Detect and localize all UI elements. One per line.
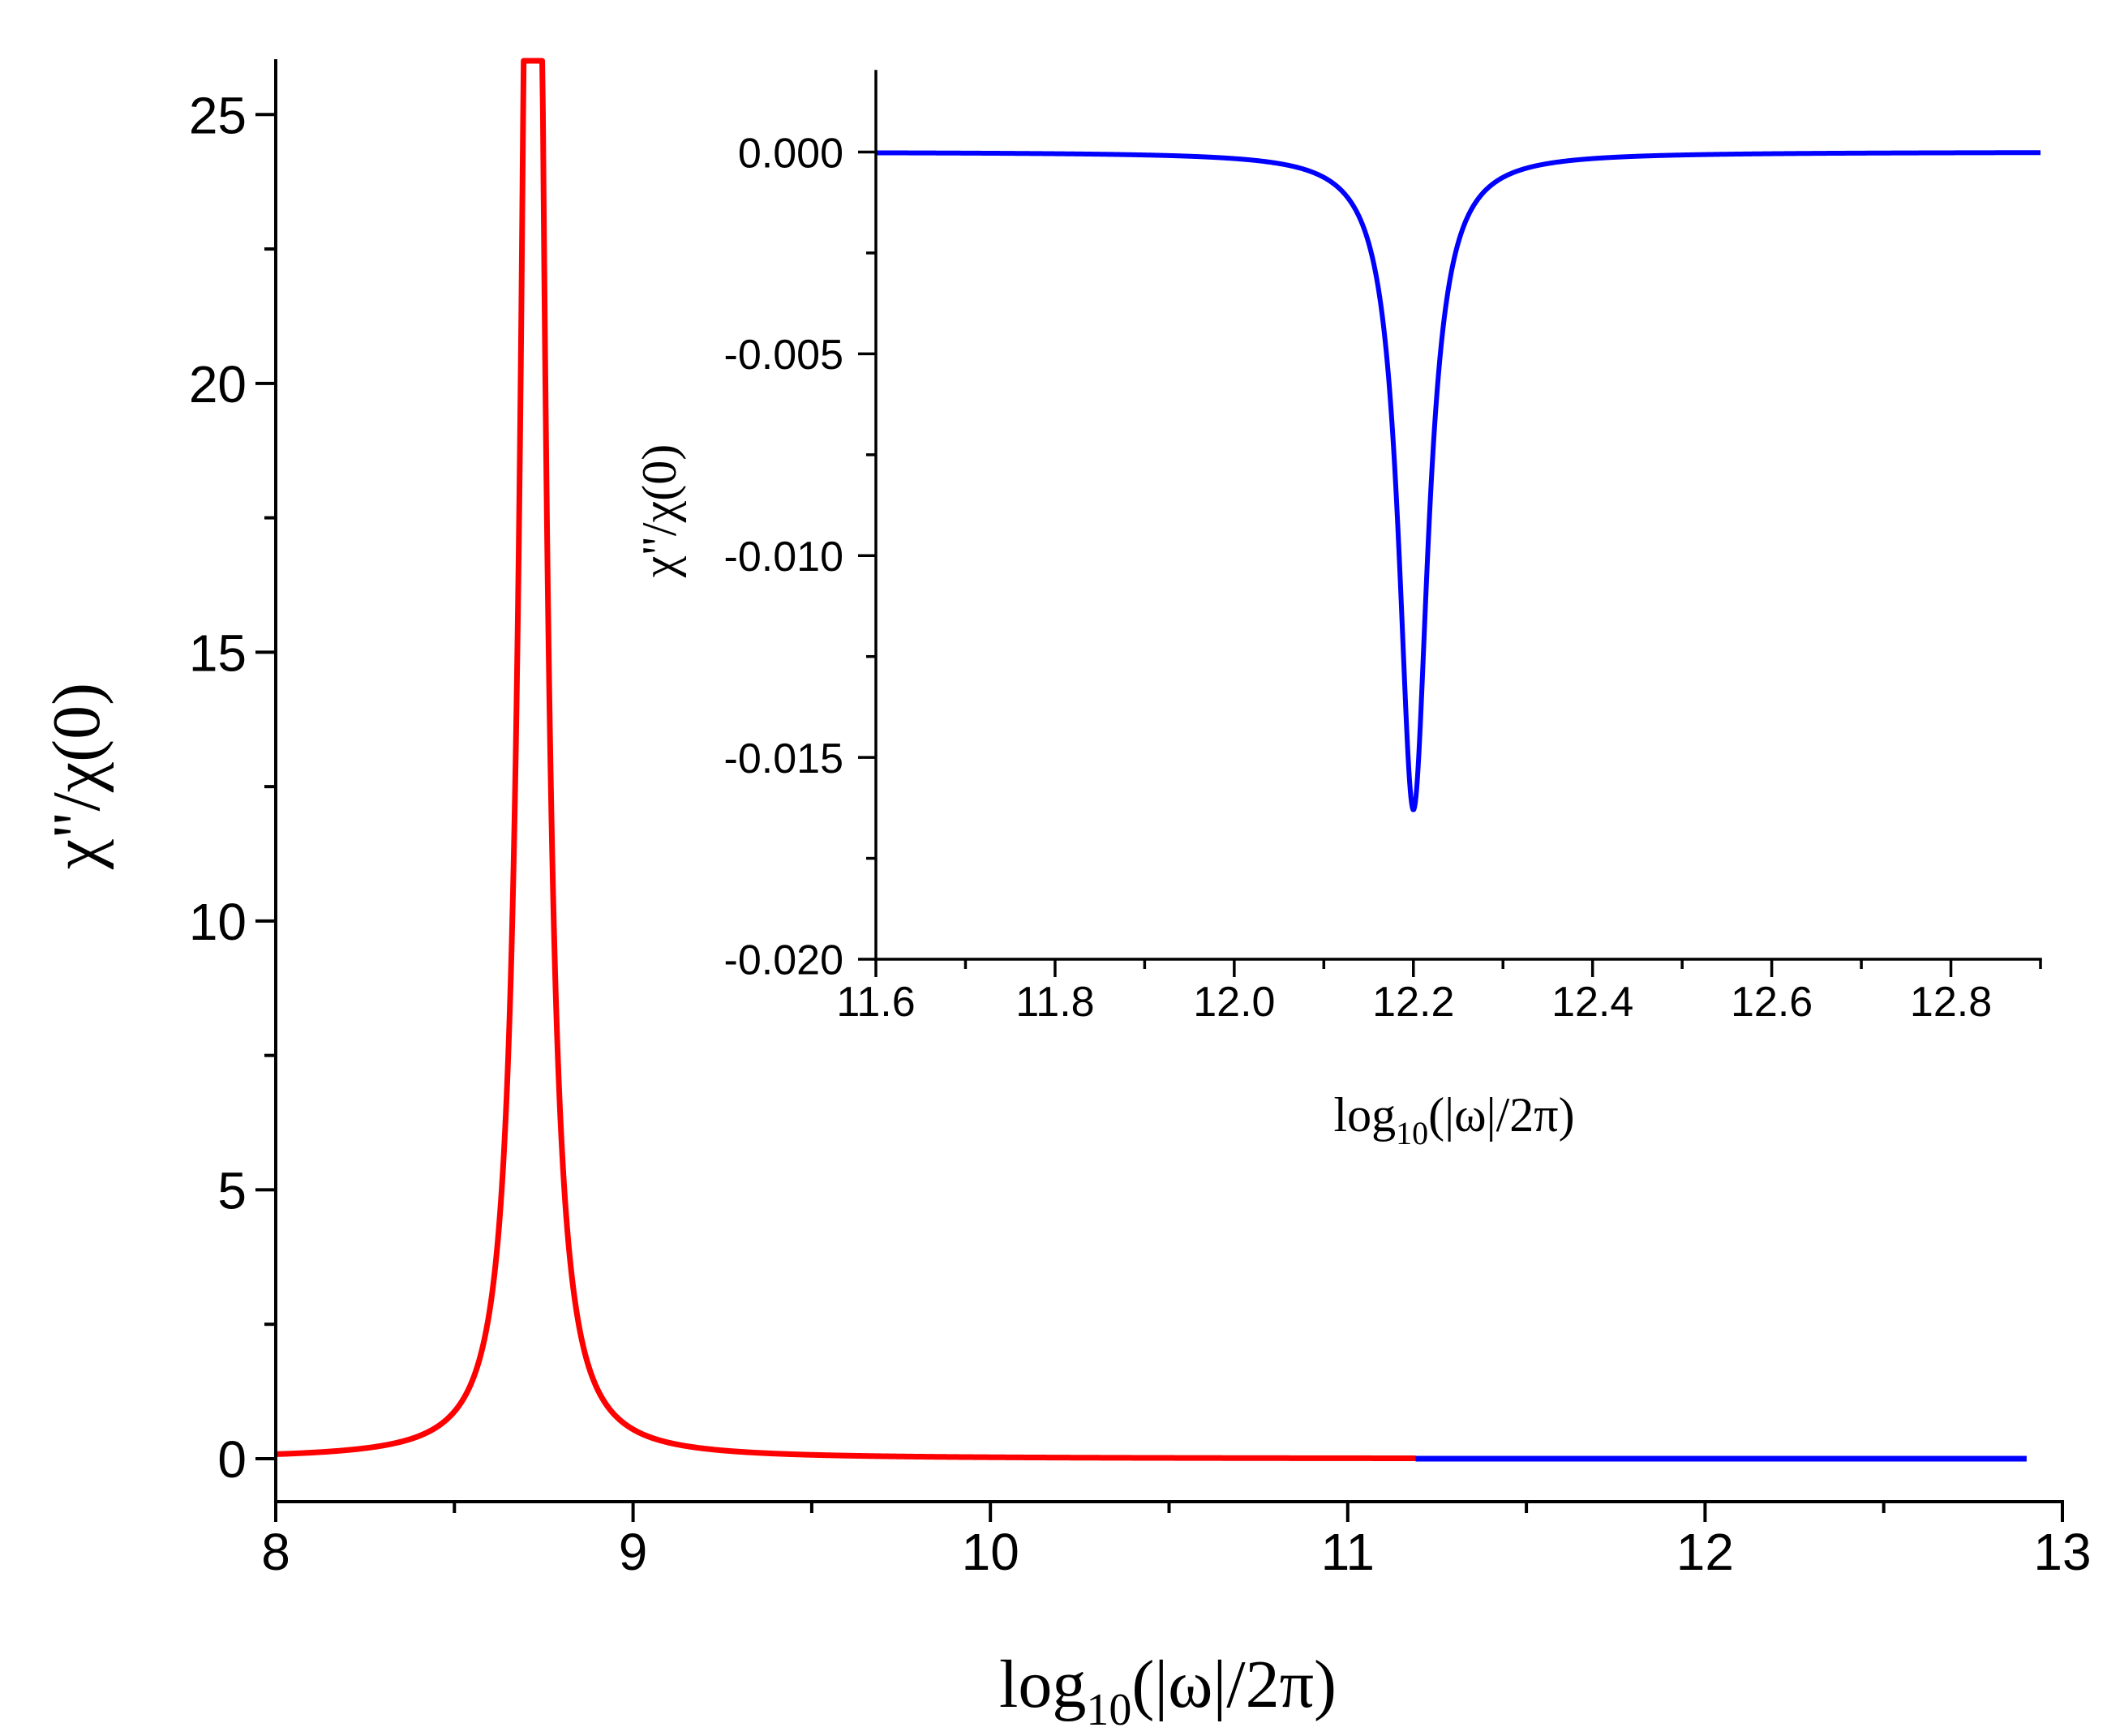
inset-series-line-1 <box>873 150 2043 812</box>
inset-y-axis-title: χ"/χ(0) <box>633 444 686 578</box>
main-x-tick-label: 12 <box>1676 1523 1734 1581</box>
main-y-axis-title: χ"/χ(0) <box>39 683 114 870</box>
main-y-tick-label: 20 <box>189 355 247 414</box>
inset-ticks: 11.6 11.8 12.0 12.2 12.4 12.6 12.8 0.000 -0.005 -… <box>724 130 2042 1026</box>
inset-x-tick-label: 12.0 <box>1193 979 1275 1026</box>
inset-x-tick-label: 12.6 <box>1731 979 1813 1026</box>
main-x-tick-label: 10 <box>962 1523 1019 1581</box>
main-y-tick-label: 5 <box>217 1161 247 1219</box>
main-y-tick-label: 25 <box>189 86 247 144</box>
inset-y-tick-label: -0.005 <box>724 332 843 379</box>
inset-x-tick-label: 12.4 <box>1551 979 1633 1026</box>
inset-x-tick-label: 12.2 <box>1372 979 1454 1026</box>
inset-x-axis-title-log: log <box>1333 1088 1396 1142</box>
main-x-axis-title-log: log <box>999 1647 1086 1722</box>
inset-x-tick-label: 11.6 <box>836 979 915 1026</box>
main-x-tick-label: 13 <box>2033 1523 2091 1581</box>
inset-y-tick-label: 0.000 <box>738 130 843 177</box>
main-x-tick-label: 9 <box>619 1523 648 1581</box>
main-series-line-1 <box>273 58 1418 1461</box>
main-ticks: 8 9 10 11 12 13 0 5 10 15 20 25 <box>189 86 2092 1581</box>
inset-y-tick-label: -0.010 <box>724 534 843 581</box>
main-x-axis-title: log10(|ω|/2π) <box>999 1647 1337 1735</box>
inset-x-axis-title: log10(|ω|/2π) <box>1333 1088 1574 1151</box>
main-x-tick-label: 8 <box>261 1523 290 1581</box>
main-y-tick-label: 10 <box>189 893 247 951</box>
main-series-group <box>273 58 2027 1462</box>
inset-x-tick-label: 12.8 <box>1910 979 1992 1026</box>
main-x-tick-label: 11 <box>1321 1523 1375 1581</box>
main-y-tick-label: 0 <box>217 1430 247 1489</box>
main-x-axis-title-rest: (|ω|/2π) <box>1131 1647 1337 1722</box>
main-x-axis-title-subscript: 10 <box>1086 1685 1131 1735</box>
inset-series-group <box>873 150 2043 812</box>
inset-y-tick-label: -0.020 <box>724 937 843 984</box>
inset-axes <box>874 70 2042 961</box>
main-y-tick-label: 15 <box>189 624 247 682</box>
inset-x-axis-title-rest: (|ω|/2π) <box>1428 1088 1574 1142</box>
inset-x-axis-title-subscript: 10 <box>1396 1115 1428 1151</box>
inset-chart: 11.6 11.8 12.0 12.2 12.4 12.6 12.8 0.000 -0.005 -… <box>633 70 2043 1151</box>
inset-y-tick-label: -0.015 <box>724 735 843 782</box>
inset-x-tick-label: 11.8 <box>1015 979 1094 1026</box>
